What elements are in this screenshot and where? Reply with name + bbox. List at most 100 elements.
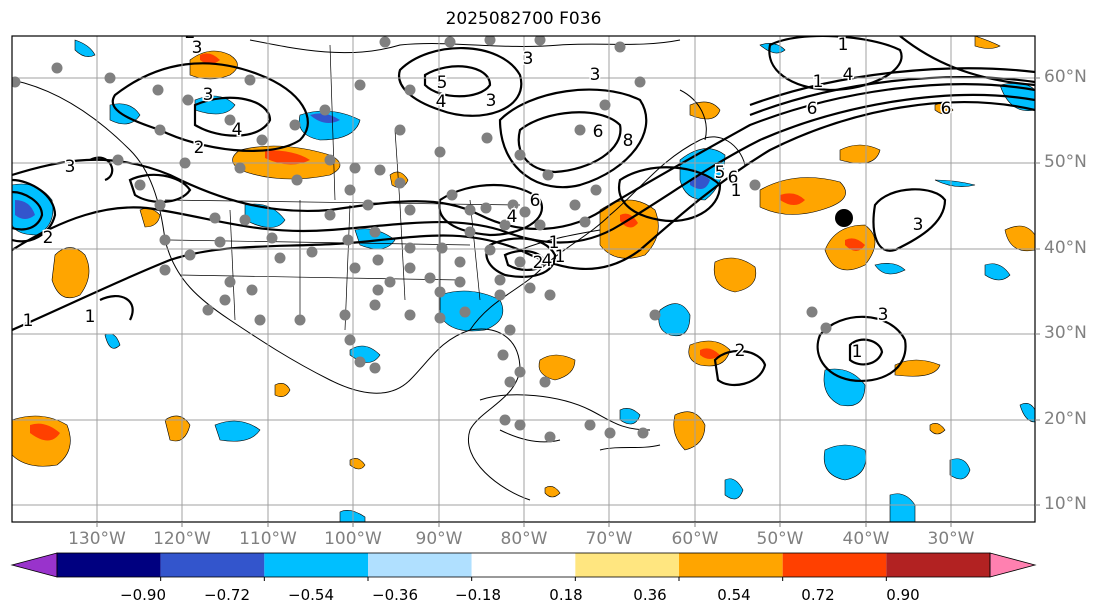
contour-label: 1 <box>23 311 34 331</box>
station-dot <box>306 246 318 258</box>
station-dot <box>202 304 214 316</box>
contour-label: 3 <box>192 38 203 58</box>
contour-label: 3 <box>486 91 497 111</box>
station-dot <box>184 249 196 261</box>
colorbar-segment <box>886 553 990 577</box>
lon-label: 90°W <box>415 529 463 549</box>
station-dot <box>494 289 506 301</box>
colorbar-segment <box>160 553 265 577</box>
station-dot <box>154 199 166 211</box>
lon-label: 80°W <box>500 529 548 549</box>
station-dot <box>749 179 761 191</box>
station-dot <box>534 36 546 46</box>
contour-label: 1 <box>838 35 849 55</box>
station-dot <box>372 254 384 266</box>
station-dot <box>372 284 384 296</box>
station-dot <box>254 314 266 326</box>
contour-label: 3 <box>878 305 889 325</box>
station-dot <box>344 184 356 196</box>
station-dot <box>274 252 286 264</box>
lon-label: 50°W <box>756 529 804 549</box>
station-dot <box>394 177 406 189</box>
station-dot <box>497 349 509 361</box>
station-dot <box>349 262 361 274</box>
lon-label: 130°W <box>68 529 126 549</box>
station-dot <box>324 154 336 166</box>
station-dot <box>384 276 396 288</box>
colorbar-max-extension <box>989 552 1037 578</box>
station-dot <box>362 199 374 211</box>
contour-label: 3 <box>913 215 924 235</box>
contour-label: 3 <box>65 157 76 177</box>
station-dot <box>574 124 586 136</box>
station-dot <box>599 99 611 111</box>
contour-label: 6 <box>530 191 541 211</box>
station-dot <box>12 76 21 88</box>
colorbar-tick-label: 0.18 <box>549 586 583 604</box>
station-dot <box>820 322 832 334</box>
contour-label: 5 <box>437 73 448 93</box>
station-dot <box>224 276 236 288</box>
contour-label: 2 <box>43 228 54 248</box>
station-dot <box>379 36 391 48</box>
colorbar-segment <box>57 553 161 577</box>
station-dot <box>152 84 164 96</box>
contour-label: 2 <box>533 253 544 273</box>
station-dot <box>134 179 146 191</box>
contour-label: 6 <box>728 168 739 188</box>
station-dot <box>806 306 818 318</box>
colorbar-segment <box>575 553 679 577</box>
contour-label: 2 <box>194 138 205 158</box>
station-dot <box>112 154 124 166</box>
station-dot <box>436 242 448 254</box>
station-dot <box>404 262 416 274</box>
station-dot <box>444 36 456 48</box>
contour-label: 4 <box>507 207 518 227</box>
station-dot <box>480 202 492 214</box>
station-dot <box>51 62 63 74</box>
lon-label: 40°W <box>842 529 890 549</box>
station-dot <box>179 157 191 169</box>
station-dot <box>319 104 331 116</box>
station-dot <box>544 289 556 301</box>
map-title: 2025082700 F036 <box>445 9 602 29</box>
contour-label: 1 <box>85 307 96 327</box>
warm-anomaly-cores <box>30 53 865 441</box>
colorbar-segment <box>368 553 472 577</box>
contour-label: 8 <box>623 131 634 151</box>
station-dot <box>504 324 516 336</box>
station-dot <box>394 124 406 136</box>
lon-label: 70°W <box>585 529 633 549</box>
station-dot <box>464 226 476 238</box>
colorbar-outline <box>56 552 991 578</box>
station-dot <box>404 242 416 254</box>
station-dot <box>159 264 171 276</box>
station-dot <box>484 244 496 256</box>
station-dot <box>507 199 519 211</box>
lon-label: 100°W <box>324 529 382 549</box>
station-dot <box>294 314 306 326</box>
storm-center-marker <box>835 209 853 227</box>
colorbar-min-extension <box>10 552 58 578</box>
contour-label: 6 <box>941 99 952 119</box>
station-dot <box>424 272 436 284</box>
station-dot <box>339 309 351 321</box>
station-dot <box>244 74 256 86</box>
lat-label: 40°N <box>1044 238 1087 258</box>
station-dot <box>344 334 356 346</box>
station-dot <box>459 306 471 318</box>
station-dot <box>524 282 536 294</box>
station-dot <box>209 212 221 224</box>
station-dot <box>590 184 602 196</box>
contour-label: 1 <box>813 72 824 92</box>
colorbar-tick-label: −0.72 <box>204 586 250 604</box>
station-dot <box>404 309 416 321</box>
contour-label: 1 <box>852 342 863 362</box>
colorbar-tick-label: −0.90 <box>120 586 166 604</box>
station-dot <box>481 132 493 144</box>
station-dot <box>289 119 301 131</box>
contour-label: 4 <box>542 251 553 271</box>
colorbar-tick-label: 0.90 <box>886 586 920 604</box>
